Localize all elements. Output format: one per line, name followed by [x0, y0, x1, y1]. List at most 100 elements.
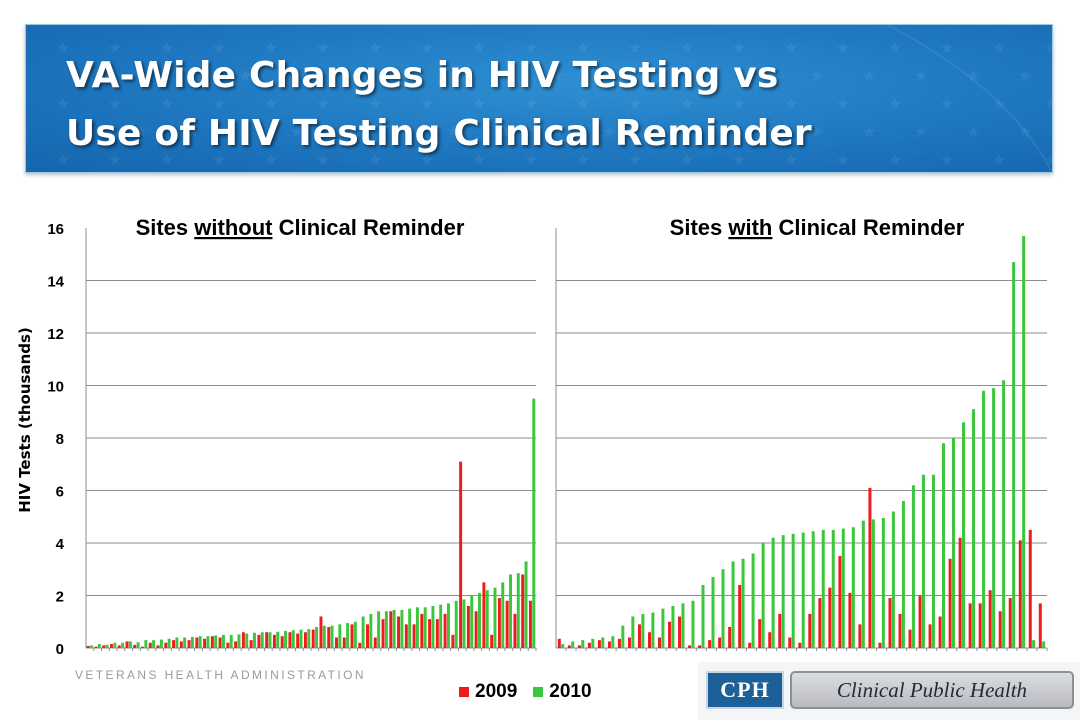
legend-swatch-2009 — [459, 687, 469, 697]
bar-2010 — [962, 422, 966, 648]
banner-star-icon: ★ — [316, 150, 330, 169]
bar-2009 — [241, 632, 245, 648]
banner-star-icon: ★ — [602, 66, 616, 85]
banner-star-icon: ★ — [108, 38, 122, 57]
banner-star-icon: ★ — [212, 150, 226, 169]
banner-star-icon: ★ — [264, 150, 278, 169]
bar-2010 — [501, 582, 505, 648]
y-tick-label: 8 — [56, 431, 64, 448]
bar-2009 — [443, 613, 447, 648]
banner-star-icon: ★ — [1018, 122, 1032, 141]
bar-2010 — [454, 600, 458, 648]
banner-star-icon: ★ — [56, 94, 70, 113]
bar-2010 — [214, 635, 218, 648]
bar-2010 — [276, 631, 280, 648]
bar-2009 — [102, 645, 106, 648]
bar-2009 — [1038, 603, 1042, 648]
banner-star-icon: ★ — [394, 122, 408, 141]
bar-2009 — [319, 616, 323, 648]
y-tick-label: 14 — [47, 274, 64, 291]
banner-star-icon: ★ — [264, 94, 278, 113]
banner-star-icon: ★ — [420, 38, 434, 57]
bar-2010 — [751, 553, 755, 648]
bar-2010 — [781, 535, 785, 648]
bar-2010 — [136, 642, 140, 648]
banner-star-icon: ★ — [628, 38, 642, 57]
banner-star-icon: ★ — [1044, 150, 1053, 169]
banner-star-icon: ★ — [550, 122, 564, 141]
bar-2009 — [768, 632, 772, 648]
banner-star-icon: ★ — [836, 150, 850, 169]
banner-star-icon: ★ — [56, 150, 70, 169]
bar-2010 — [478, 592, 481, 648]
bar-2010 — [801, 532, 805, 648]
bar-2009 — [459, 461, 463, 648]
banner-star-icon: ★ — [576, 38, 590, 57]
bar-2010 — [121, 642, 125, 648]
bar-2010 — [493, 587, 497, 648]
bar-2010 — [97, 644, 101, 648]
bar-2009 — [958, 537, 962, 648]
bar-2009 — [978, 603, 982, 648]
bar-2010 — [701, 585, 705, 648]
cph-logo: CPH Clinical Public Health — [698, 662, 1080, 720]
banner-star-icon: ★ — [498, 122, 512, 141]
bar-2010 — [253, 632, 256, 648]
title-banner: ★ ★ ★ ★ ★ ★ ★ ★ ★ ★ ★ ★ ★ ★ ★ ★ ★ ★ ★ ★ ★ ★ ★ ★ ★ ★ ★ ★ ★ ★ ★ ★ ★ ★ ★ ★ ★ ★ ★ ★… — [25, 24, 1053, 173]
bar-2009 — [998, 611, 1002, 648]
bar-2009 — [658, 637, 662, 648]
panel-title-underlined: with — [727, 215, 772, 240]
bar-2010 — [581, 640, 585, 648]
bar-2010 — [982, 390, 986, 648]
banner-star-icon: ★ — [940, 38, 954, 57]
bar-2009 — [567, 645, 571, 648]
banner-star-icon: ★ — [836, 38, 850, 57]
bar-2009 — [627, 637, 631, 648]
y-tick-label: 2 — [56, 589, 64, 606]
bar-2009 — [366, 624, 369, 648]
bar-2009 — [928, 624, 932, 648]
bar-2010 — [532, 398, 536, 648]
bar-2009 — [848, 592, 852, 648]
bar-2010 — [353, 621, 357, 648]
slide-title-line-2: Use of HIV Testing Clinical Reminder — [66, 113, 812, 154]
bar-2010 — [911, 485, 915, 648]
panel-title-suffix: Clinical Reminder — [272, 215, 464, 240]
bar-2010 — [384, 611, 388, 648]
bar-2009 — [195, 637, 199, 648]
banner-star-icon: ★ — [836, 94, 850, 113]
bar-2009 — [342, 637, 346, 648]
bar-2010 — [761, 543, 765, 648]
bar-2010 — [462, 599, 466, 648]
banner-star-icon: ★ — [1044, 38, 1053, 57]
bar-2010 — [175, 637, 179, 648]
banner-star-icon: ★ — [888, 150, 902, 169]
legend-label-2010: 2010 — [549, 681, 592, 702]
banner-star-icon: ★ — [446, 66, 460, 85]
bar-2010 — [183, 637, 187, 648]
bar-2010 — [377, 611, 381, 648]
bar-2010 — [229, 634, 233, 648]
bar-2009 — [587, 642, 591, 648]
bar-2010 — [152, 640, 156, 648]
bar-2010 — [601, 637, 605, 648]
bar-2010 — [621, 625, 625, 648]
bar-2010 — [972, 409, 976, 648]
banner-star-icon: ★ — [784, 94, 798, 113]
banner-star-icon: ★ — [628, 94, 642, 113]
bar-2009 — [203, 638, 207, 648]
y-tick-label: 0 — [56, 641, 64, 658]
bar-2009 — [451, 634, 455, 648]
banner-star-icon: ★ — [160, 150, 174, 169]
banner-star-icon: ★ — [862, 122, 876, 141]
bar-2010 — [330, 625, 334, 648]
banner-star-icon: ★ — [888, 94, 902, 113]
bar-2009 — [117, 645, 121, 648]
bar-2009 — [607, 641, 611, 648]
panel-title-prefix: Sites — [670, 215, 729, 240]
banner-star-icon: ★ — [82, 122, 96, 141]
bar-2010 — [346, 623, 350, 648]
bar-2010 — [144, 640, 148, 648]
bar-2009 — [466, 606, 470, 648]
y-tick-label: 10 — [47, 379, 64, 396]
